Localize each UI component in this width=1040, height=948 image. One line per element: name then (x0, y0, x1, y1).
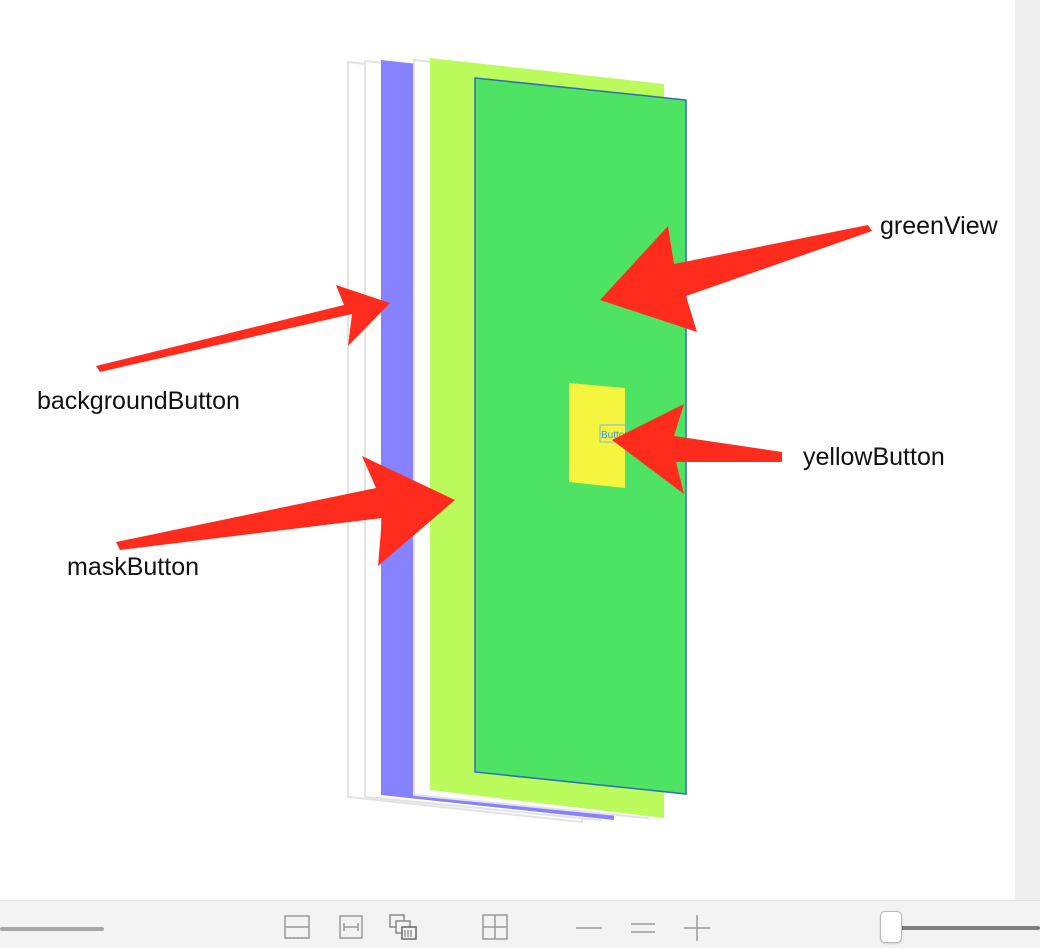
depth-range-slider-track[interactable] (892, 926, 1040, 930)
show-constraints-icon (339, 915, 363, 939)
background-button-label: backgroundButton (37, 387, 240, 415)
depth-range-slider-thumb[interactable] (880, 911, 902, 943)
arrow-green-view (600, 225, 872, 332)
zoom-in-icon (684, 915, 710, 941)
annotation-arrows (96, 225, 872, 566)
show-constraints-button[interactable] (336, 913, 366, 941)
spacing-slider[interactable] (0, 927, 104, 931)
arrow-yellow-button (612, 404, 782, 494)
button-title-text: Button (601, 430, 630, 441)
debug-toolbar (0, 900, 1040, 948)
arrow-mask-button (116, 456, 455, 566)
zoom-in-button[interactable] (682, 913, 712, 941)
mask-button-label: maskButton (67, 553, 200, 581)
orient-3d-icon (482, 914, 508, 940)
yellow-button-label: yellowButton (803, 443, 945, 471)
arrow-background-button (96, 285, 390, 372)
view-hierarchy-canvas[interactable]: Button (0, 0, 1040, 900)
clip-content-icon (284, 915, 310, 939)
zoom-actual-size-button[interactable] (628, 913, 658, 941)
green-view-label: greenView (880, 212, 998, 240)
show-views-button[interactable] (388, 913, 418, 941)
zoom-out-icon (576, 927, 602, 929)
zoom-actual-size-icon (631, 923, 655, 933)
right-scroll-edge (1015, 0, 1040, 900)
zoom-out-button[interactable] (574, 913, 604, 941)
clip-content-button[interactable] (282, 913, 312, 941)
yellow-button-layer[interactable] (569, 383, 625, 488)
show-views-icon (389, 914, 417, 940)
orient-3d-button[interactable] (480, 913, 510, 941)
